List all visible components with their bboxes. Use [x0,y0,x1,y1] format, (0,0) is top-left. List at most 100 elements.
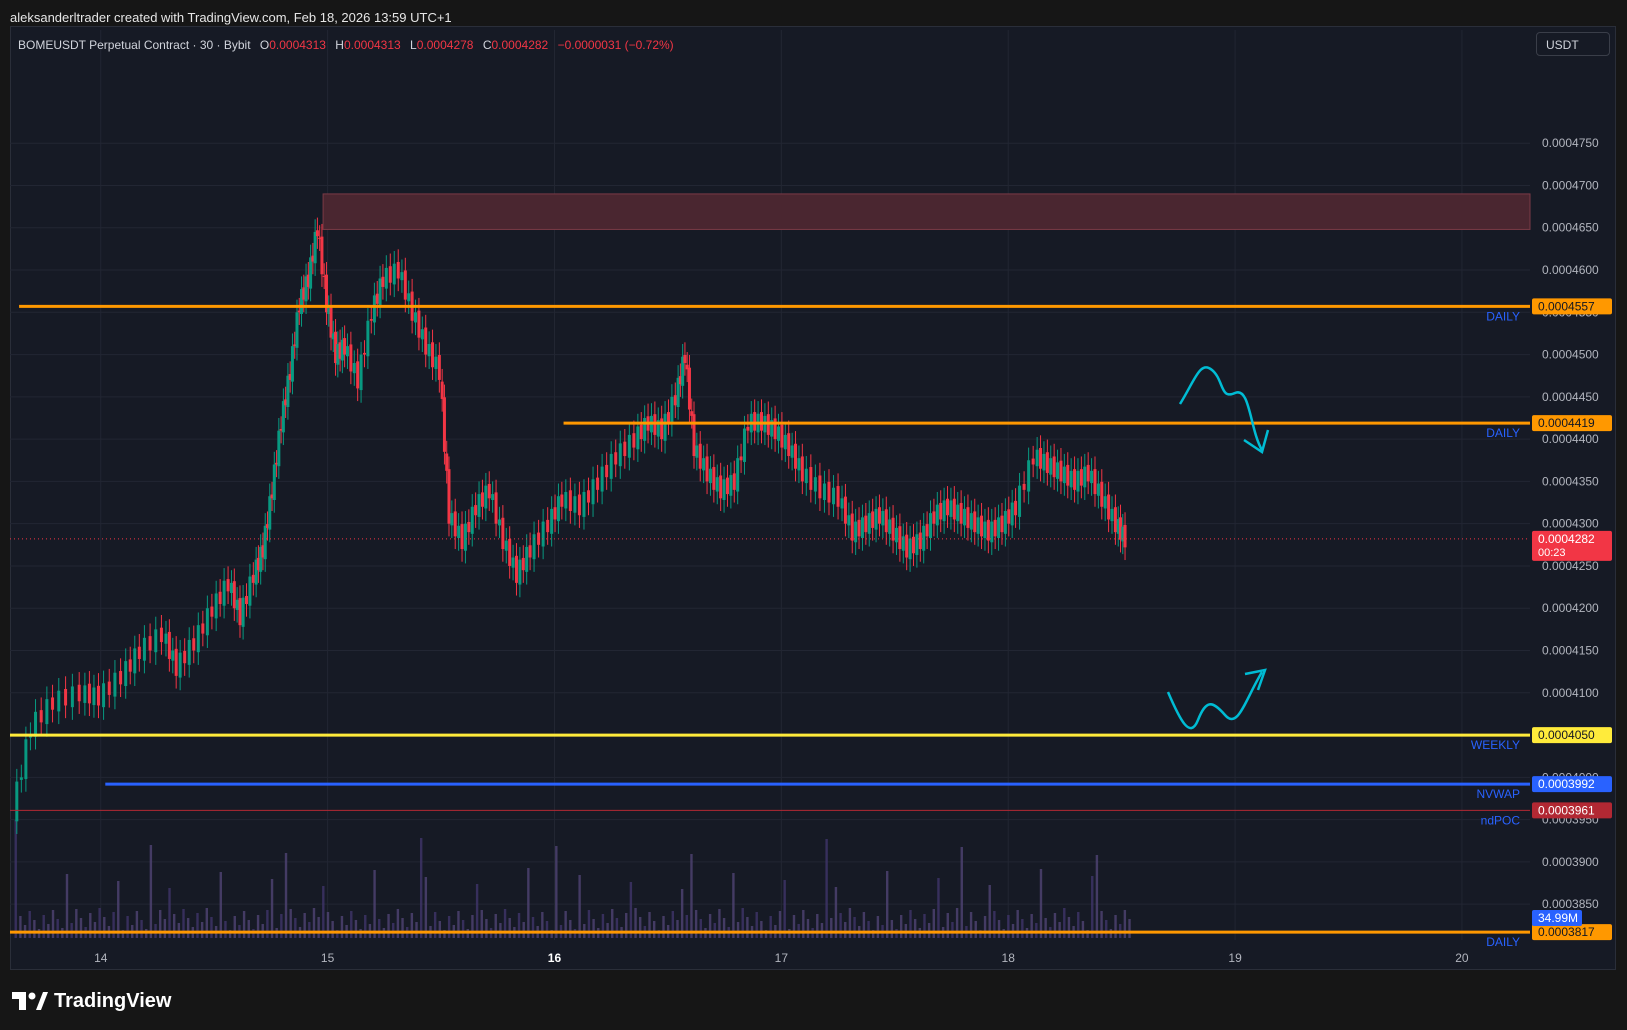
candle-body [263,525,267,560]
candle-body [871,511,875,528]
candle-body [477,494,481,517]
candle-body [888,519,892,534]
low-value: 0.0004278 [416,38,474,52]
candle-body [159,627,163,643]
candle-body [1052,456,1056,478]
candle-body [605,464,609,478]
volume-bar [844,922,847,938]
candle-body [501,517,505,550]
candle-body [281,401,285,433]
candle-body [359,354,363,391]
candle-body [1035,449,1039,467]
candle-body [349,344,353,372]
volume-bar [471,915,474,938]
candle-body [286,375,290,407]
volume-bar [475,884,479,938]
candle-body [678,376,682,385]
currency-button[interactable]: USDT [1536,32,1610,56]
volume-bar [1105,920,1108,938]
candle-body [946,498,950,516]
volume-bar [988,885,991,938]
candle-body [525,546,529,572]
volume-bar [56,919,59,938]
candle-body [403,270,407,300]
candle-body [666,412,670,423]
volume-bar [75,909,78,938]
candle-body [898,526,902,550]
volume-bar [42,915,45,938]
candle-body [959,502,963,524]
supply-zone[interactable] [322,193,1531,230]
candle-body [596,477,600,490]
volume-bar [182,909,185,938]
candle-body [318,237,322,239]
volume-bar [816,914,819,938]
candle-body [232,581,236,609]
candle-body [470,506,474,534]
y-tick-label: 0.0004600 [1542,263,1599,277]
candle-body [480,492,484,507]
candle-body [142,637,146,661]
candle-body [431,342,435,368]
level-price-text: 0.0003961 [1538,803,1595,817]
volume-bar [676,920,679,938]
candle-body [854,521,858,543]
y-tick-label: 0.0004450 [1542,390,1599,404]
candle-body [277,430,281,467]
bearish-projection-arrow[interactable] [1178,366,1264,451]
volume-bar [834,887,838,938]
candle-body [375,293,379,304]
candle-body [1103,496,1107,509]
bullish-projection-arrow[interactable] [1166,671,1264,730]
tradingview-logo[interactable]: TradingView [12,988,171,1014]
candle-body [356,361,360,389]
volume-bar [592,919,595,938]
x-tick-label: 14 [94,951,108,965]
candle-body [511,557,515,568]
candle-body [302,287,306,300]
volume-bar [140,920,143,938]
candle-body [336,344,340,365]
candle-body [251,574,255,583]
volume-bar [480,910,483,938]
volume-bar [266,910,269,938]
close-value: 0.0004282 [491,38,549,52]
candle-body [322,275,326,277]
last-price-tag [1532,530,1612,561]
y-tick-label: 0.0004500 [1542,348,1599,362]
symbol-title[interactable]: BOMEUSDT Perpetual Contract · 30 · Bybit [18,38,251,52]
volume-bar [778,911,782,938]
candle-body [736,458,740,492]
chart-frame[interactable] [10,26,1616,970]
candle-body [154,629,158,653]
candle-body [1059,460,1063,482]
level-label: DAILY [1486,309,1520,323]
volume-bar [671,911,675,938]
volume-bar [648,912,651,938]
candle-body [437,354,441,380]
volume-bar [210,917,213,938]
volume-bar [303,913,306,938]
candle-body [313,231,317,264]
volume-bar [564,911,567,938]
candle-body [362,352,366,355]
volume-bar [522,922,525,938]
candle-body [905,534,909,558]
candle-body [270,494,274,499]
volume-bar [387,914,390,938]
volume-bar [364,915,367,938]
candle-body [729,475,733,496]
candle-body [457,525,461,539]
candle-body [378,278,382,306]
candle-body [1003,511,1007,534]
candle-body [643,417,647,441]
candle-body [1045,452,1049,473]
x-tick-label: 20 [1455,951,1469,965]
candle-body [167,631,171,659]
candle-body [877,507,881,524]
volume-bar [508,918,511,938]
volume-bar [713,923,716,938]
volume-bar [284,853,288,938]
candle-body [119,671,123,685]
